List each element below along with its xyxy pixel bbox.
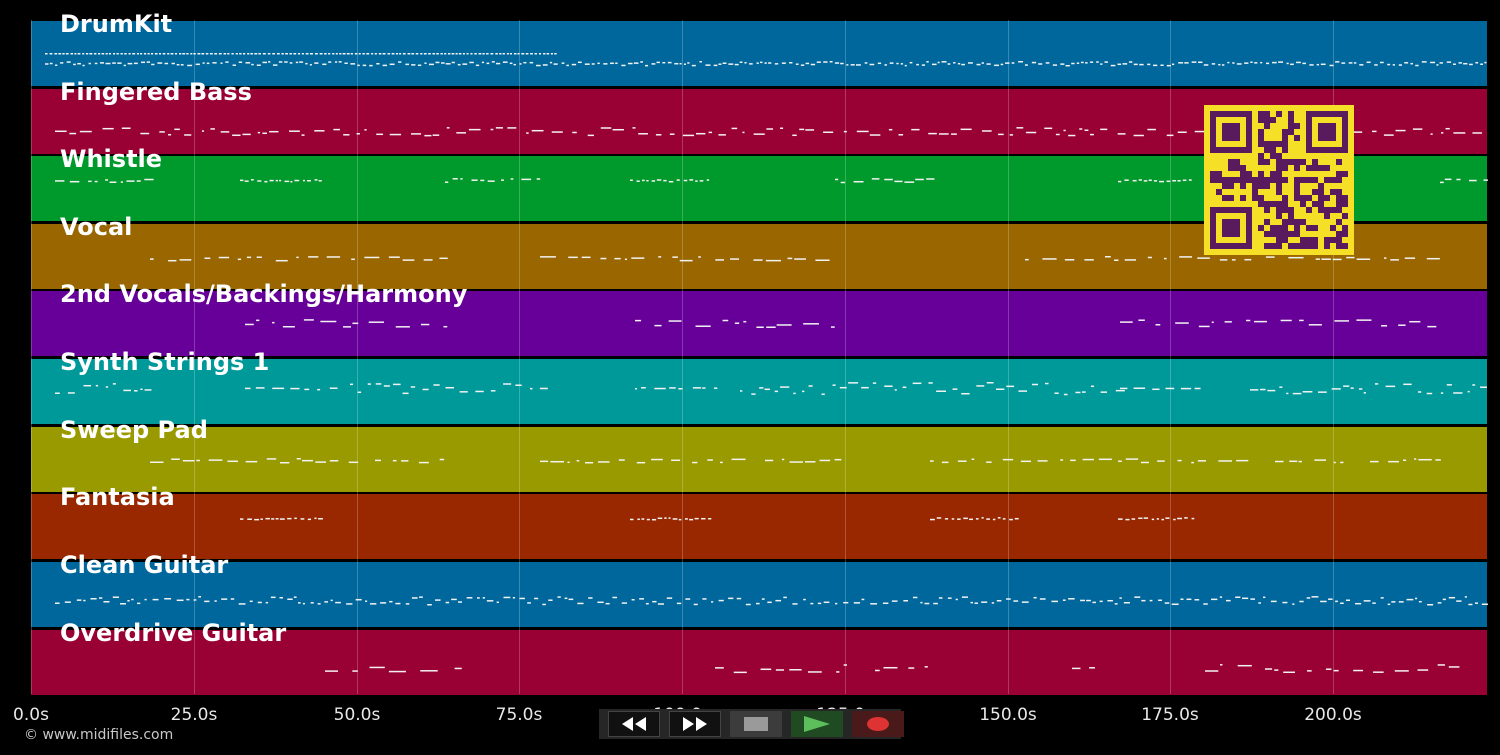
grid-line bbox=[1333, 20, 1334, 694]
track-name: Fantasia bbox=[60, 483, 175, 511]
play-button[interactable] bbox=[791, 711, 843, 737]
record-icon bbox=[867, 717, 889, 731]
fast-forward-button[interactable] bbox=[669, 711, 721, 737]
time-tick-label: 150.0s bbox=[979, 705, 1037, 725]
grid-line bbox=[1008, 20, 1009, 694]
time-tick-label: 75.0s bbox=[495, 705, 543, 725]
time-tick-label: 0.0s bbox=[13, 705, 49, 725]
fast-forward-icon bbox=[683, 717, 707, 731]
qr-code bbox=[1204, 105, 1354, 255]
track-name: 2nd Vocals/Backings/Harmony bbox=[60, 280, 468, 308]
track-name: Synth Strings 1 bbox=[60, 348, 270, 376]
track-lane bbox=[31, 494, 1487, 559]
copyright-text: © www.midifiles.com bbox=[24, 727, 174, 743]
track-lane bbox=[31, 630, 1487, 695]
grid-line bbox=[357, 20, 358, 694]
track-name: Whistle bbox=[60, 145, 163, 173]
play-icon bbox=[804, 716, 830, 732]
grid-line bbox=[519, 20, 520, 694]
grid-line bbox=[1170, 20, 1171, 694]
track-name: DrumKit bbox=[60, 10, 173, 38]
transport-bar bbox=[599, 709, 904, 739]
time-tick-label: 25.0s bbox=[170, 705, 218, 725]
time-tick-label: 50.0s bbox=[333, 705, 381, 725]
stop-icon bbox=[744, 717, 768, 731]
stop-button[interactable] bbox=[730, 711, 782, 737]
track-name: Sweep Pad bbox=[60, 416, 208, 444]
track-name: Vocal bbox=[60, 213, 133, 241]
time-tick-label: 175.0s bbox=[1141, 705, 1199, 725]
grid-line bbox=[31, 20, 32, 694]
track-name: Clean Guitar bbox=[60, 551, 229, 579]
grid-line bbox=[845, 20, 846, 694]
grid-line bbox=[194, 20, 195, 694]
grid-line bbox=[682, 20, 683, 694]
rewind-icon bbox=[622, 717, 646, 731]
record-button[interactable] bbox=[852, 711, 904, 737]
track-name: Overdrive Guitar bbox=[60, 619, 287, 647]
track-lane bbox=[31, 359, 1487, 424]
track-lane bbox=[31, 291, 1487, 356]
time-tick-label: 200.0s bbox=[1304, 705, 1362, 725]
track-lane bbox=[31, 562, 1487, 627]
rewind-button[interactable] bbox=[608, 711, 660, 737]
track-name: Fingered Bass bbox=[60, 78, 252, 106]
